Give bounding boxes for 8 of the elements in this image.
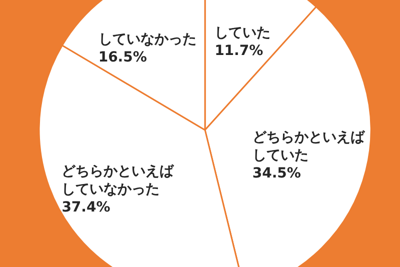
slice-label: どちらかといえばしていなかった	[62, 163, 175, 198]
data-label: 16.5%	[98, 49, 147, 66]
data-label: 11.7%	[214, 43, 264, 60]
slice-label: どちらかといえばしていた	[252, 129, 366, 164]
data-label: 37.4%	[62, 199, 110, 216]
data-label: 34.5%	[252, 165, 301, 182]
slice-label: していた	[214, 25, 271, 42]
slice-label: していなかった	[98, 31, 196, 48]
